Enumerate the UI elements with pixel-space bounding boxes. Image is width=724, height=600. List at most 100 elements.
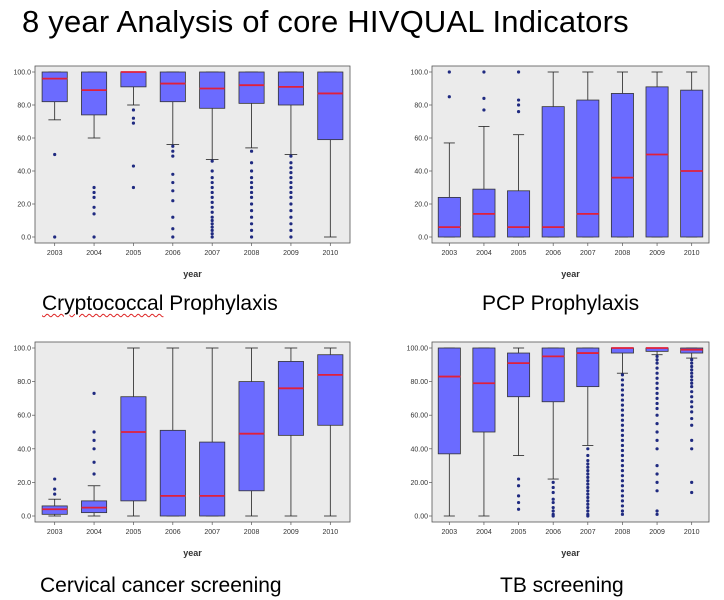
outlier-point xyxy=(655,391,659,395)
outlier-point xyxy=(690,423,694,427)
outlier-point xyxy=(620,413,625,417)
outlier-point xyxy=(690,385,694,389)
outlier-point xyxy=(551,497,555,501)
outlier-point xyxy=(210,210,214,214)
box-2009 xyxy=(645,71,669,238)
box-body xyxy=(120,71,147,88)
outlier-point xyxy=(210,205,214,209)
outlier-point xyxy=(516,484,521,488)
outlier-point xyxy=(586,462,590,466)
outlier-point xyxy=(620,393,625,397)
outlier-point xyxy=(620,494,625,498)
outlier-point xyxy=(171,149,175,153)
outlier-point xyxy=(210,228,214,232)
outlier-point xyxy=(131,108,136,112)
outlier-point xyxy=(586,502,590,506)
box-body xyxy=(576,347,600,388)
outlier-point xyxy=(655,430,659,434)
x-tick-label: 2006 xyxy=(165,250,181,257)
outlier-point xyxy=(516,70,521,74)
x-axis-label: year xyxy=(561,269,580,279)
outlier-point xyxy=(210,195,214,199)
y-tick-label: 60.00 xyxy=(410,413,428,420)
outlier-point xyxy=(690,410,694,414)
outlier-point xyxy=(171,227,175,231)
outlier-point xyxy=(249,161,254,165)
outlier-point xyxy=(210,215,214,219)
box-2005 xyxy=(120,347,147,517)
box-2007 xyxy=(576,71,600,238)
outlier-point xyxy=(482,96,486,100)
outlier-point xyxy=(53,235,57,239)
y-tick-label: 60.0 xyxy=(17,136,31,143)
outlier-point xyxy=(131,185,136,190)
y-tick-label: 100.0 xyxy=(410,70,428,77)
outlier-point xyxy=(289,161,293,165)
outlier-point xyxy=(92,212,96,216)
outlier-point xyxy=(482,108,486,112)
outlier-point xyxy=(690,447,694,451)
box-body xyxy=(645,86,669,238)
x-tick-label: 2004 xyxy=(476,250,492,257)
outlier-point xyxy=(586,509,590,513)
outlier-point xyxy=(620,458,625,463)
outlier-point xyxy=(620,469,625,473)
box-2005 xyxy=(507,347,531,511)
caption-cryptococcal: Cryptococcal Prophylaxis xyxy=(42,292,278,316)
outlier-point xyxy=(516,500,521,505)
outlier-point xyxy=(92,190,96,195)
outlier-point xyxy=(586,514,590,518)
x-tick-label: 2005 xyxy=(511,529,527,536)
outlier-point xyxy=(516,110,521,114)
caption-pcp: PCP Prophylaxis xyxy=(482,292,640,315)
box-body xyxy=(199,441,226,517)
outlier-point xyxy=(92,472,96,476)
outlier-point xyxy=(482,70,486,74)
outlier-point xyxy=(53,487,57,491)
box-body xyxy=(81,71,108,116)
box-2009 xyxy=(645,347,669,516)
outlier-point xyxy=(620,398,625,402)
outlier-point xyxy=(586,453,590,458)
x-tick-label: 2005 xyxy=(126,529,142,536)
outlier-point xyxy=(210,169,214,173)
box-2004 xyxy=(81,391,108,517)
outlier-point xyxy=(620,464,625,468)
box-body xyxy=(507,352,531,398)
x-tick-label: 2007 xyxy=(580,250,596,257)
outlier-point xyxy=(655,509,659,513)
outlier-point xyxy=(655,472,659,476)
outlier-point xyxy=(289,180,293,185)
box-body xyxy=(437,347,461,455)
box-2006 xyxy=(541,347,565,518)
box-2007 xyxy=(199,71,226,239)
outlier-point xyxy=(516,494,521,498)
chart-cryptococcal: 0.0 20.0 40.0 60.0 80.0 100.0 2003 2004 2005 2006… xyxy=(13,65,351,279)
outlier-point xyxy=(210,218,214,223)
x-tick-label: 2009 xyxy=(649,529,665,536)
outlier-point xyxy=(620,474,625,478)
x-tick-label: 2009 xyxy=(283,529,299,536)
outlier-point xyxy=(551,500,555,505)
outlier-point xyxy=(92,195,96,199)
outlier-point xyxy=(655,386,659,390)
outlier-point xyxy=(690,416,694,421)
box-body xyxy=(317,354,344,426)
x-tick-label: 2004 xyxy=(476,529,492,536)
y-tick-label: 20.00 xyxy=(410,480,428,487)
y-tick-label: 80.0 xyxy=(17,103,31,110)
chart-tb: 0.00 20.00 40.00 60.00 80.00 100.00 2003 2004 20… xyxy=(407,341,710,558)
outlier-point xyxy=(620,479,625,483)
box-body xyxy=(277,71,304,106)
x-tick-label: 2003 xyxy=(442,250,458,257)
outlier-point xyxy=(655,354,659,358)
x-tick-label: 2003 xyxy=(47,250,63,257)
outlier-point xyxy=(655,401,659,406)
outlier-point xyxy=(620,388,625,392)
outlier-point xyxy=(655,480,659,484)
x-tick-label: 2010 xyxy=(323,529,339,536)
outlier-point xyxy=(53,492,57,496)
caption-cryptococcal-first-word: Cryptococcal xyxy=(42,292,164,315)
outlier-point xyxy=(447,95,451,99)
y-tick-label: 0.0 xyxy=(21,235,31,242)
